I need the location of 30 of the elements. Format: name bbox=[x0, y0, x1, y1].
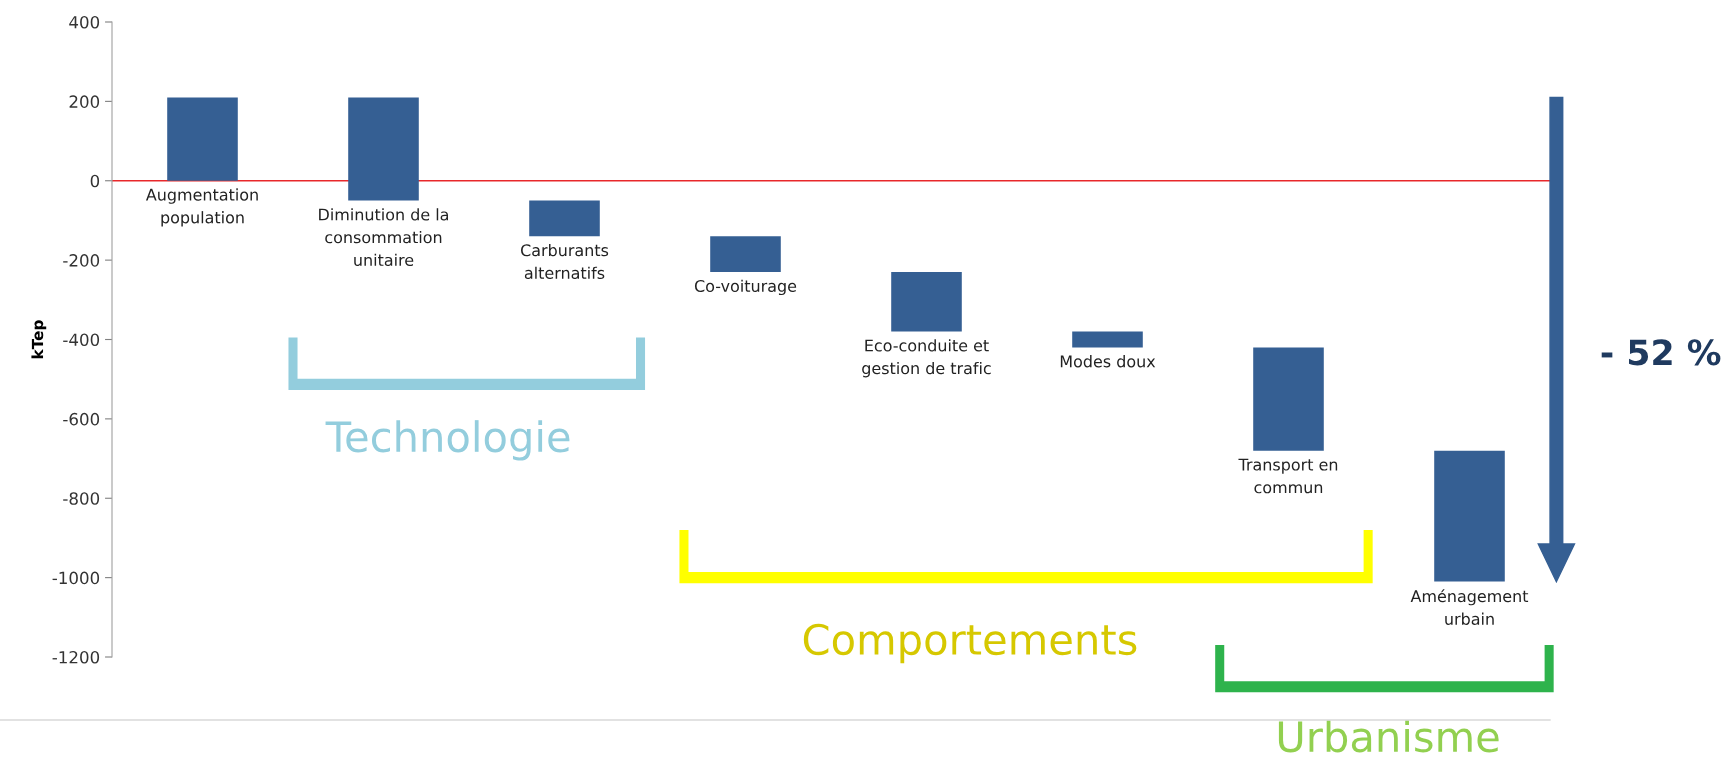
bar bbox=[1253, 347, 1324, 451]
y-tick-label: -200 bbox=[63, 254, 100, 267]
bar bbox=[348, 97, 419, 201]
bar bbox=[710, 236, 781, 273]
x-tick-label: Augmentation population bbox=[145, 188, 258, 227]
x-tick-label: Co-voiturage bbox=[694, 279, 797, 296]
x-tick-label: Aménagement urbain bbox=[1410, 589, 1529, 625]
y-tick-label: -1200 bbox=[52, 650, 100, 664]
bar bbox=[529, 200, 600, 237]
y-tick-label: -400 bbox=[63, 333, 100, 347]
x-tick-label: Modes doux bbox=[1060, 355, 1156, 368]
text: Urbanisme bbox=[1278, 720, 1499, 753]
x-tick-label: Transport en commun bbox=[1238, 458, 1338, 494]
text: - 52 % bbox=[1601, 339, 1721, 366]
y-tick-label: -600 bbox=[63, 412, 100, 426]
x-tick-label: Diminution de la consommation unitaire bbox=[319, 208, 449, 267]
y-tick-label: -1000 bbox=[52, 571, 100, 585]
y-axis-title: kTep bbox=[31, 320, 47, 359]
y-tick-label: 400 bbox=[69, 15, 100, 29]
bar bbox=[1434, 450, 1505, 582]
bar bbox=[167, 97, 238, 181]
x-tick-label: Eco-conduite et gestion de trafic bbox=[862, 339, 991, 378]
bar bbox=[891, 272, 962, 332]
annotation: Technologie bbox=[325, 420, 570, 461]
bar bbox=[1072, 331, 1143, 348]
annotation: Comportements bbox=[803, 623, 1137, 664]
y-tick-label: 200 bbox=[69, 95, 100, 108]
y-tick-label: 0 bbox=[90, 174, 100, 188]
x-tick-label: Carburants alternatifs bbox=[520, 243, 609, 280]
y-tick-label: -800 bbox=[63, 492, 100, 505]
